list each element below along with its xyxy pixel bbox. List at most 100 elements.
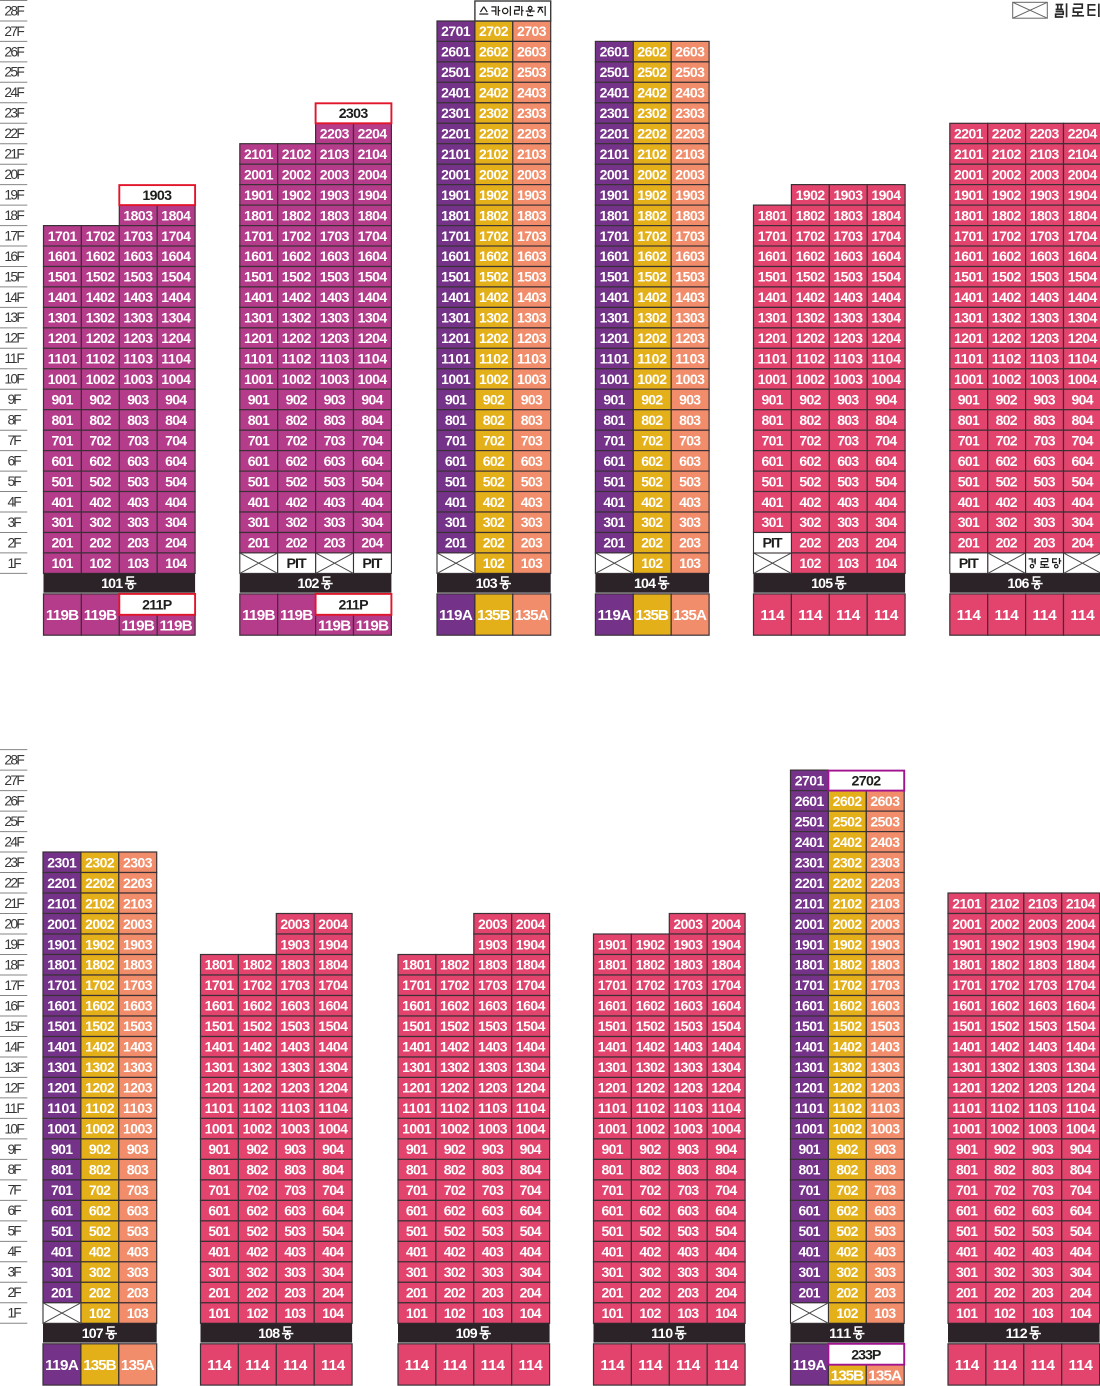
svg-text:403: 403 (874, 1244, 896, 1260)
svg-text:1002: 1002 (440, 1121, 470, 1137)
svg-text:1001: 1001 (244, 371, 274, 387)
svg-text:28F: 28F (4, 752, 25, 767)
svg-text:1802: 1802 (833, 957, 863, 973)
svg-text:12F: 12F (4, 331, 25, 346)
svg-text:1104: 1104 (516, 1100, 546, 1116)
svg-text:102: 102 (246, 1305, 268, 1321)
svg-text:202: 202 (483, 535, 505, 551)
svg-text:1202: 1202 (637, 330, 667, 346)
svg-text:2103: 2103 (123, 895, 153, 911)
svg-text:1701: 1701 (402, 977, 432, 993)
svg-text:1603: 1603 (517, 248, 547, 264)
svg-text:1104: 1104 (358, 351, 388, 367)
svg-text:904: 904 (322, 1141, 344, 1157)
svg-text:1204: 1204 (1066, 1080, 1096, 1096)
svg-text:119A: 119A (793, 1357, 827, 1374)
svg-text:114: 114 (994, 607, 1019, 624)
svg-text:1304: 1304 (318, 1059, 348, 1075)
svg-text:1601: 1601 (48, 248, 78, 264)
svg-text:2602: 2602 (833, 793, 863, 809)
svg-text:3F: 3F (8, 1265, 22, 1280)
svg-text:403: 403 (677, 1244, 699, 1260)
svg-text:1902: 1902 (85, 936, 115, 952)
svg-text:802: 802 (641, 412, 663, 428)
svg-text:2002: 2002 (85, 916, 115, 932)
svg-text:1303: 1303 (517, 310, 547, 326)
svg-text:1403: 1403 (1030, 289, 1060, 305)
svg-text:902: 902 (483, 392, 505, 408)
svg-text:702: 702 (246, 1182, 268, 1198)
svg-text:603: 603 (1032, 1203, 1054, 1219)
svg-text:14F: 14F (4, 1039, 25, 1054)
svg-text:1102: 1102 (636, 1100, 666, 1116)
svg-text:1002: 1002 (833, 1121, 863, 1137)
svg-text:202: 202 (444, 1285, 466, 1301)
svg-text:1003: 1003 (1030, 371, 1060, 387)
svg-text:801: 801 (51, 1162, 73, 1178)
svg-text:1303: 1303 (1028, 1059, 1058, 1075)
svg-text:204: 204 (875, 535, 897, 551)
svg-text:801: 801 (762, 412, 784, 428)
svg-text:1803: 1803 (280, 957, 310, 973)
svg-text:1404: 1404 (1068, 289, 1098, 305)
svg-text:403: 403 (837, 494, 859, 510)
svg-text:119B: 119B (280, 607, 313, 624)
svg-text:2603: 2603 (870, 793, 900, 809)
svg-text:1301: 1301 (795, 1059, 825, 1075)
svg-text:2302: 2302 (833, 854, 863, 870)
svg-text:2701: 2701 (795, 772, 825, 788)
svg-text:1002: 1002 (85, 1121, 115, 1137)
svg-text:1303: 1303 (280, 1059, 310, 1075)
svg-text:1902: 1902 (796, 187, 826, 203)
svg-text:1203: 1203 (280, 1080, 310, 1096)
svg-text:1801: 1801 (598, 957, 628, 973)
svg-text:1102: 1102 (637, 351, 667, 367)
svg-text:1201: 1201 (600, 330, 630, 346)
svg-text:101: 101 (52, 555, 74, 571)
svg-text:1703: 1703 (123, 228, 153, 244)
svg-text:203: 203 (324, 535, 346, 551)
svg-text:2102: 2102 (85, 895, 115, 911)
svg-text:901: 901 (762, 392, 784, 408)
svg-text:203: 203 (837, 535, 859, 551)
svg-text:1903: 1903 (517, 187, 547, 203)
svg-text:1904: 1904 (871, 187, 901, 203)
svg-text:1202: 1202 (990, 1080, 1020, 1096)
svg-text:1801: 1801 (795, 957, 825, 973)
svg-text:1802: 1802 (479, 207, 509, 223)
svg-text:401: 401 (445, 494, 467, 510)
svg-text:1201: 1201 (795, 1080, 825, 1096)
svg-text:103: 103 (837, 555, 859, 571)
svg-text:704: 704 (715, 1182, 737, 1198)
svg-text:1601: 1601 (205, 998, 235, 1014)
svg-text:2602: 2602 (637, 44, 667, 60)
svg-text:601: 601 (406, 1203, 428, 1219)
svg-text:2002: 2002 (282, 166, 312, 182)
svg-text:2002: 2002 (990, 916, 1020, 932)
svg-text:1702: 1702 (636, 977, 666, 993)
svg-text:17F: 17F (4, 228, 25, 243)
svg-text:102: 102 (89, 1305, 111, 1321)
svg-text:1301: 1301 (758, 310, 788, 326)
svg-text:302: 302 (639, 1264, 661, 1280)
svg-text:1501: 1501 (244, 269, 274, 285)
svg-text:1001: 1001 (48, 371, 78, 387)
svg-text:504: 504 (1070, 1223, 1092, 1239)
svg-text:2203: 2203 (870, 875, 900, 891)
svg-text:1203: 1203 (675, 330, 705, 346)
svg-text:23F: 23F (4, 855, 25, 870)
svg-text:501: 501 (445, 473, 467, 489)
svg-text:201: 201 (208, 1285, 230, 1301)
svg-text:1504: 1504 (1066, 1018, 1096, 1034)
svg-text:1904: 1904 (318, 936, 348, 952)
svg-text:1402: 1402 (990, 1039, 1020, 1055)
svg-text:1304: 1304 (358, 310, 388, 326)
svg-text:2701: 2701 (441, 23, 471, 39)
svg-text:1701: 1701 (795, 977, 825, 993)
svg-text:1101: 1101 (47, 1100, 77, 1116)
svg-text:1101: 1101 (954, 351, 984, 367)
svg-text:1503: 1503 (123, 269, 153, 285)
svg-text:501: 501 (762, 473, 784, 489)
svg-text:304: 304 (1070, 1264, 1092, 1280)
svg-text:1701: 1701 (441, 228, 471, 244)
